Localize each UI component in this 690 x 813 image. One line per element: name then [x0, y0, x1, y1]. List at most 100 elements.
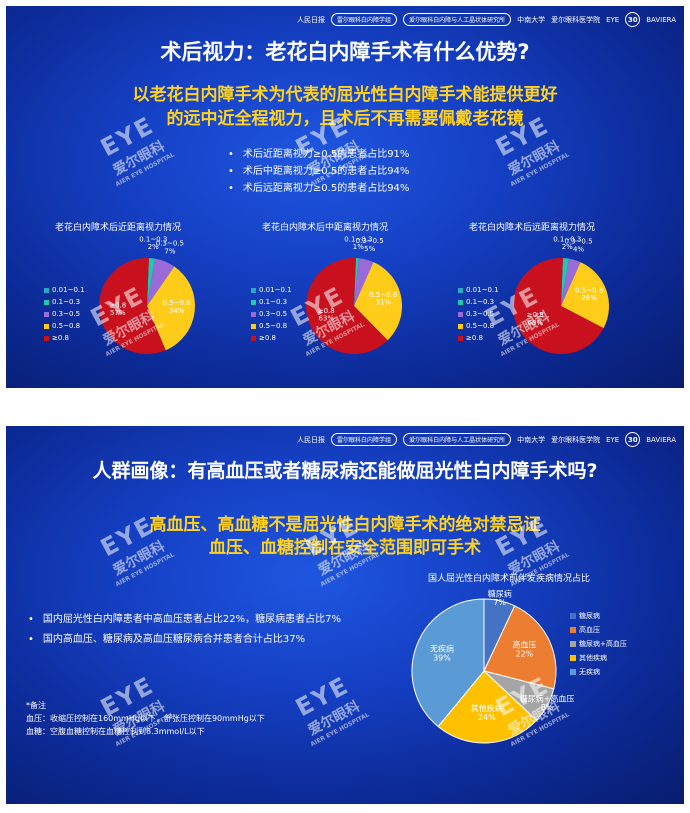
note-blood-sugar: 血糖：空腹血糖控制在血糖控制到8.3mmol/L以下	[26, 727, 205, 736]
pie-slice	[147, 258, 175, 306]
slide-postop-vision: 人民日报 雷尔眼科白内障学组 爱尔眼科白内障与人工晶状体研究所 中南大学 爱尔眼…	[6, 6, 684, 388]
legend-swatch	[458, 336, 463, 341]
legend-swatch	[251, 300, 256, 305]
legend-entry: 0.01~0.1	[466, 286, 499, 294]
pie-slice	[561, 258, 569, 306]
legend-entry: 0.5~0.8	[52, 322, 80, 330]
legend-entry: 0.5~0.8	[259, 322, 287, 330]
chart-title: 老花白内障术后近距离视力情况	[55, 221, 181, 233]
eye-logo: EYE	[606, 435, 620, 444]
eye-logo: EYE	[606, 15, 620, 24]
slide-patient-profile: 人民日报 雷尔眼科白内障学组 爱尔眼科白内障与人工晶状体研究所 中南大学 爱尔眼…	[6, 426, 684, 804]
bullet-mid: 术后中距离视力≥0.5的患者占比94%	[228, 163, 410, 180]
pie-slice	[437, 670, 538, 744]
data-label: 其他疾病 24%	[471, 703, 503, 722]
baviera-logo: BAVIERA	[646, 15, 676, 24]
legend-entry: 0.3~0.5	[466, 310, 494, 318]
slide1-subtitle-line1: 以老花白内障手术为代表的屈光性白内障手术能提供更好	[132, 85, 558, 105]
legend-swatch	[251, 312, 256, 317]
data-label: 高血压 22%	[512, 640, 536, 659]
legend-entry: 糖尿病+高血压	[579, 639, 627, 648]
pie-slice	[354, 258, 374, 306]
data-label: 0.1~0.3 1%	[344, 235, 372, 251]
legend-swatch	[44, 300, 49, 305]
people-daily-logo: 人民日报	[297, 15, 326, 24]
legend-swatch	[458, 312, 463, 317]
data-label: 0.3~0.5 7%	[156, 240, 184, 256]
slide2-title: 人群画像：有高血压或者糖尿病还能做屈光性白内障手术吗?	[92, 460, 598, 482]
bullet-combined: 国内高血压、糖尿病及高血压糖尿病合并患者合计占比37%	[28, 630, 341, 650]
header-logos: 人民日报 雷尔眼科白内障学组 爱尔眼科白内障与人工晶状体研究所 中南大学 爱尔眼…	[297, 12, 676, 27]
legend-swatch	[570, 655, 576, 661]
slide1-bullets: 术后近距离视力≥0.5的患者占比91% 术后中距离视力≥0.5的患者占比94% …	[228, 146, 410, 197]
pie-slice	[513, 258, 604, 354]
data-label: 0.3~0.5 5%	[356, 237, 384, 253]
legend-entry: 0.01~0.1	[52, 286, 85, 294]
legend-entry: 0.3~0.5	[52, 310, 80, 318]
pie-slice	[354, 258, 359, 306]
note-block: *备注 血压：收缩压控制在160mmHg以下，舒张压控制在90mmHg以下 血糖…	[26, 699, 265, 738]
slide1-title: 术后视力：老花白内障手术有什么优势?	[160, 40, 530, 64]
chart-title: 国人屈光性白内障术前伴发疾病情况占比	[428, 572, 590, 584]
anniversary-logo: 30	[625, 432, 641, 447]
cataract-group-badge: 雷尔眼科白内障学组	[331, 13, 398, 26]
note-title: *备注	[26, 701, 46, 710]
legend-entry: 0.1~0.3	[259, 298, 287, 306]
legend-swatch	[570, 613, 576, 619]
cataract-institute-badge: 爱尔眼科白内障与人工晶状体研究所	[403, 13, 512, 26]
data-label: 0.5~0.8 31%	[369, 291, 397, 307]
legend-entry: 0.01~0.1	[259, 286, 292, 294]
pie-slice	[99, 258, 166, 354]
pie-slice	[483, 605, 557, 690]
legend-entry: 0.1~0.3	[466, 298, 494, 306]
data-label: 无疾病 39%	[430, 643, 454, 662]
anniversary-logo: 30	[625, 12, 641, 27]
legend-entry: 0.1~0.3	[52, 298, 80, 306]
legend-swatch	[44, 312, 49, 317]
legend-swatch	[570, 627, 576, 633]
cataract-group-badge: 雷尔眼科白内障学组	[331, 433, 398, 446]
legend-entry: ≥0.8	[52, 334, 69, 342]
legend-entry: ≥0.8	[466, 334, 483, 342]
data-label: ≥0.8 57%	[109, 301, 126, 317]
university-logo: 中南大学	[517, 435, 546, 444]
bullet-hypertension-diabetes: 国内屈光性白内障患者中高血压患者占比22%，糖尿病患者占比7%	[28, 610, 341, 630]
pie-slice	[411, 598, 485, 728]
cataract-institute-badge: 爱尔眼科白内障与人工晶状体研究所	[403, 433, 512, 446]
header-logos: 人民日报 雷尔眼科白内障学组 爱尔眼科白内障与人工晶状体研究所 中南大学 爱尔眼…	[297, 432, 676, 447]
slide1-subtitle-line2: 的远中近全程视力，且术后不再需要佩戴老花镜	[166, 109, 524, 129]
legend-swatch	[458, 288, 463, 293]
chart-title: 老花白内障术后远距离视力情况	[469, 221, 595, 233]
legend-swatch	[44, 324, 49, 329]
chart-title: 老花白内障术后中距离视力情况	[262, 221, 388, 233]
legend-swatch	[458, 324, 463, 329]
data-label: 0.5~0.8 26%	[575, 286, 603, 302]
university-logo: 中南大学	[517, 15, 546, 24]
data-label: 糖尿病 7%	[488, 588, 512, 607]
data-label: 0.1~0.3 2%	[553, 235, 581, 251]
slide2-bullets: 国内屈光性白内障患者中高血压患者占比22%，糖尿病患者占比7% 国内高血压、糖尿…	[28, 610, 341, 650]
slide2-subtitle-line1: 高血压、高血糖不是屈光性白内障手术的绝对禁忌证	[149, 515, 541, 535]
pie-slice	[354, 262, 403, 341]
watermark: EYE 爱尔眼科 AIER EYE HOSPITAL	[291, 671, 371, 749]
legend-swatch	[251, 336, 256, 341]
data-label: 0.1~0.3 2%	[139, 235, 167, 251]
bullet-far: 术后远距离视力≥0.5的患者占比94%	[228, 180, 410, 197]
school-logo: 爱尔眼科医学院	[551, 435, 601, 444]
note-blood-pressure: 血压：收缩压控制在160mmHg以下，舒张压控制在90mmHg以下	[26, 714, 265, 723]
data-label: ≥0.8 63%	[318, 307, 335, 323]
legend-entry: 糖尿病	[579, 611, 600, 620]
data-label: ≥0.8 68%	[527, 311, 544, 327]
bullet-near: 术后近距离视力≥0.5的患者占比91%	[228, 146, 410, 163]
pie-slice	[561, 258, 581, 306]
legend-entry: 其他疾病	[579, 653, 607, 662]
pie-slice	[561, 262, 609, 329]
data-label: 糖尿病+高血压 8%	[520, 693, 575, 712]
legend-entry: 高血压	[579, 625, 600, 634]
legend-swatch	[570, 669, 576, 675]
legend-swatch	[251, 288, 256, 293]
baviera-logo: BAVIERA	[646, 435, 676, 444]
legend-entry: 0.3~0.5	[259, 310, 287, 318]
